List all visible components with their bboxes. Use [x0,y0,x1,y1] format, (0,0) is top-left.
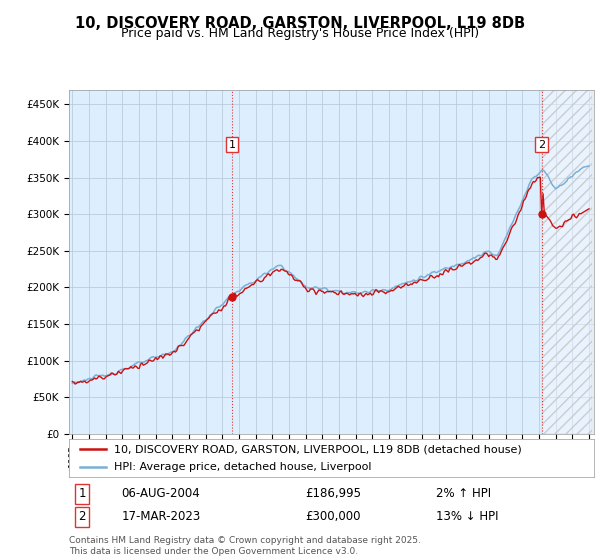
Bar [542,90,592,434]
Text: Price paid vs. HM Land Registry's House Price Index (HPI): Price paid vs. HM Land Registry's House … [121,27,479,40]
Text: 1: 1 [229,139,236,150]
Text: 13% ↓ HPI: 13% ↓ HPI [437,510,499,524]
Text: Contains HM Land Registry data © Crown copyright and database right 2025.
This d: Contains HM Land Registry data © Crown c… [69,536,421,556]
Text: 1: 1 [79,487,86,501]
Text: 2: 2 [79,510,86,524]
Text: HPI: Average price, detached house, Liverpool: HPI: Average price, detached house, Live… [113,462,371,472]
Text: 2: 2 [538,139,545,150]
Text: 10, DISCOVERY ROAD, GARSTON, LIVERPOOL, L19 8DB: 10, DISCOVERY ROAD, GARSTON, LIVERPOOL, … [75,16,525,31]
Text: £186,995: £186,995 [305,487,361,501]
Bar [542,90,592,434]
Text: 2% ↑ HPI: 2% ↑ HPI [437,487,491,501]
Text: 17-MAR-2023: 17-MAR-2023 [121,510,201,524]
Text: 06-AUG-2004: 06-AUG-2004 [121,487,200,501]
Text: 10, DISCOVERY ROAD, GARSTON, LIVERPOOL, L19 8DB (detached house): 10, DISCOVERY ROAD, GARSTON, LIVERPOOL, … [113,444,521,454]
Text: £300,000: £300,000 [305,510,361,524]
